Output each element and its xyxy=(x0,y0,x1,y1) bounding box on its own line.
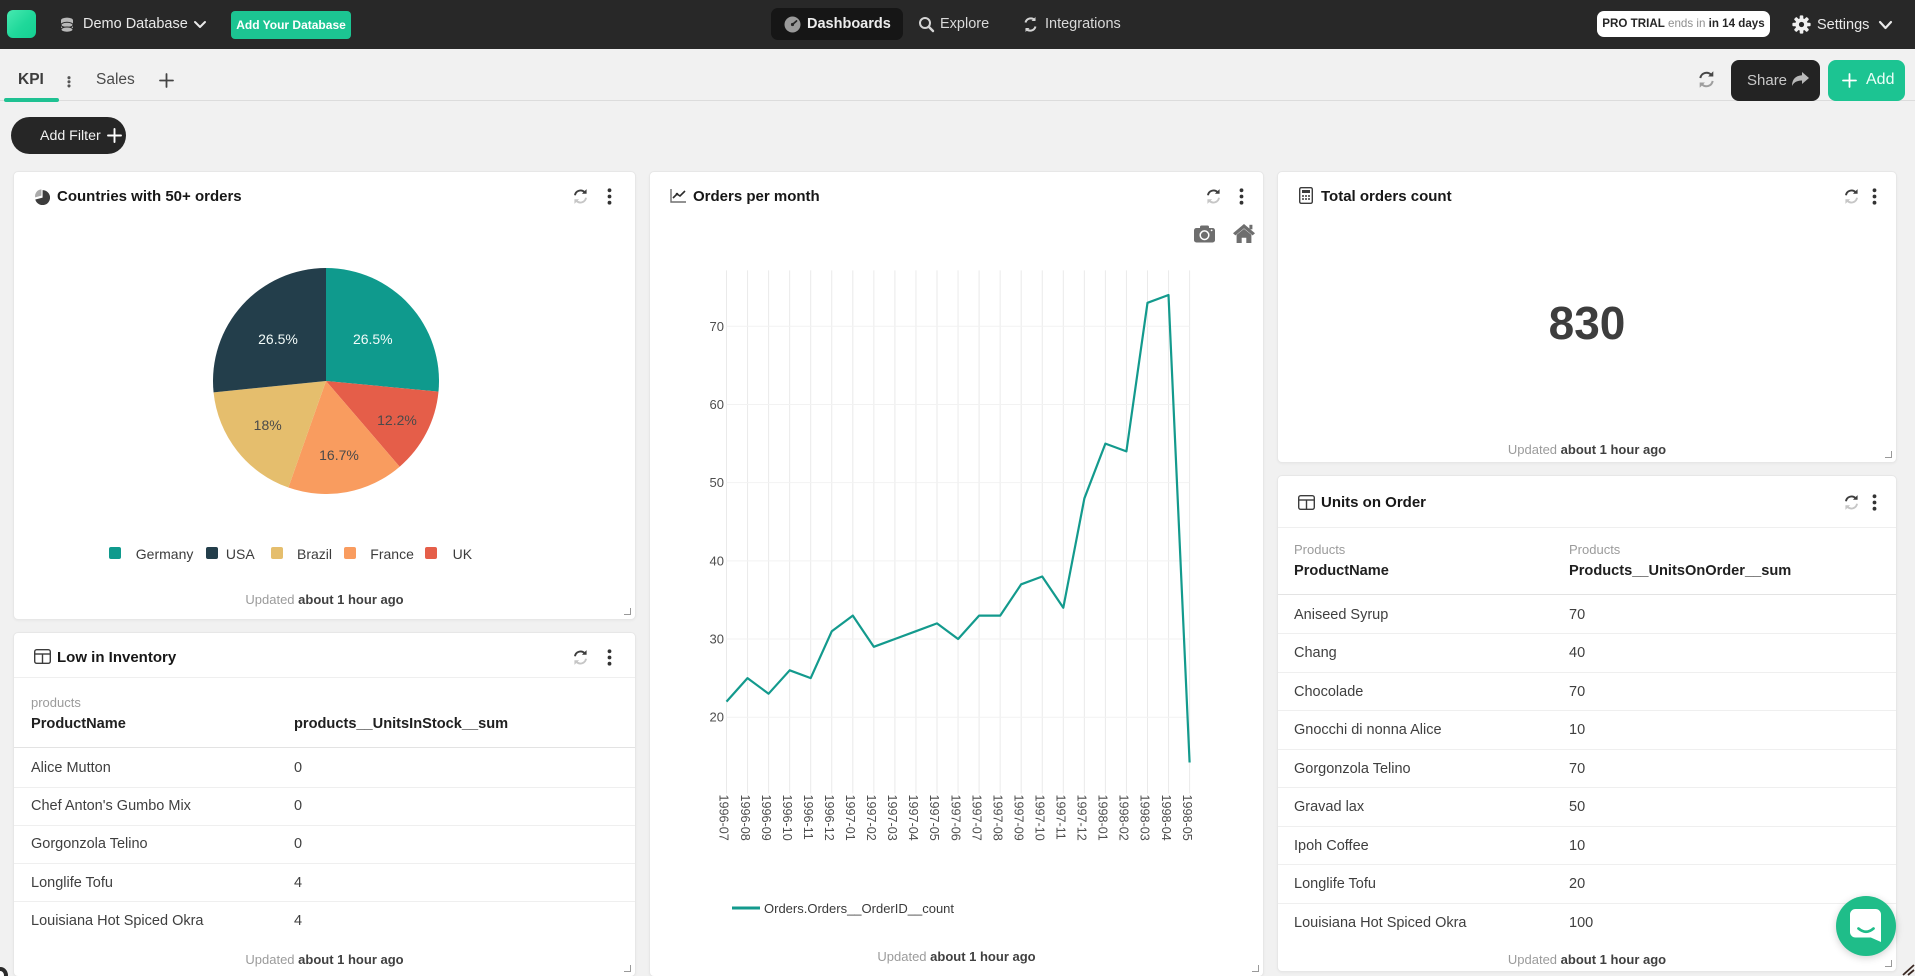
svg-text:1997-03: 1997-03 xyxy=(885,795,899,841)
svg-text:20: 20 xyxy=(710,710,724,725)
svg-text:1998-02: 1998-02 xyxy=(1117,795,1131,841)
svg-text:1997-05: 1997-05 xyxy=(927,795,941,841)
svg-text:40: 40 xyxy=(710,553,724,568)
svg-text:1997-11: 1997-11 xyxy=(1054,795,1068,840)
svg-text:1997-07: 1997-07 xyxy=(969,795,983,841)
svg-text:1997-08: 1997-08 xyxy=(990,795,1004,841)
svg-text:1997-06: 1997-06 xyxy=(948,795,962,841)
svg-text:70: 70 xyxy=(710,319,724,334)
svg-text:1996-12: 1996-12 xyxy=(822,795,836,841)
svg-text:1996-09: 1996-09 xyxy=(759,795,773,841)
svg-text:1998-01: 1998-01 xyxy=(1096,795,1110,841)
svg-text:1997-09: 1997-09 xyxy=(1011,795,1025,841)
svg-text:50: 50 xyxy=(710,475,724,490)
svg-text:1996-08: 1996-08 xyxy=(738,795,752,841)
svg-text:18%: 18% xyxy=(254,417,282,433)
svg-text:16.7%: 16.7% xyxy=(319,447,359,463)
svg-text:60: 60 xyxy=(710,397,724,412)
svg-text:30: 30 xyxy=(710,632,724,647)
svg-text:1998-05: 1998-05 xyxy=(1180,795,1194,841)
svg-text:1997-04: 1997-04 xyxy=(906,795,920,841)
svg-text:1996-10: 1996-10 xyxy=(780,795,794,841)
svg-text:12.2%: 12.2% xyxy=(377,412,417,428)
svg-text:1997-10: 1997-10 xyxy=(1032,795,1046,841)
svg-text:1996-11: 1996-11 xyxy=(801,795,815,840)
svg-text:1996-07: 1996-07 xyxy=(717,795,731,841)
svg-text:1997-12: 1997-12 xyxy=(1075,795,1089,841)
svg-text:26.5%: 26.5% xyxy=(258,331,298,347)
svg-text:26.5%: 26.5% xyxy=(353,331,393,347)
svg-text:1997-02: 1997-02 xyxy=(864,795,878,841)
svg-text:1997-01: 1997-01 xyxy=(843,795,857,841)
svg-text:1998-04: 1998-04 xyxy=(1159,795,1173,841)
svg-text:1998-03: 1998-03 xyxy=(1138,795,1152,841)
